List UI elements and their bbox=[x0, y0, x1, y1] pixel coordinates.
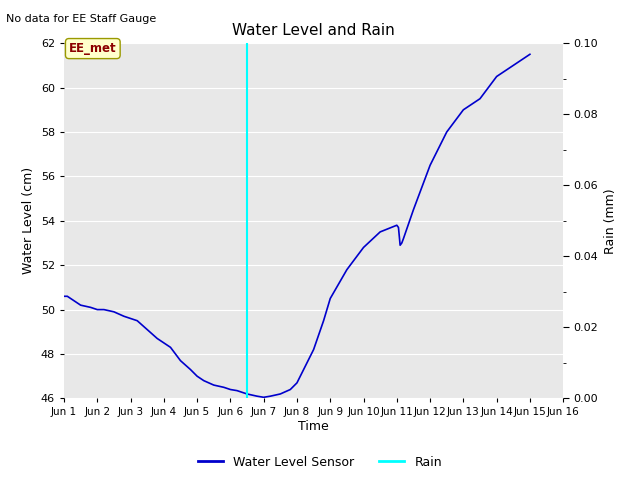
Title: Water Level and Rain: Water Level and Rain bbox=[232, 23, 395, 38]
Text: EE_met: EE_met bbox=[69, 42, 116, 55]
Y-axis label: Rain (mm): Rain (mm) bbox=[604, 188, 617, 253]
X-axis label: Time: Time bbox=[298, 420, 329, 433]
Y-axis label: Water Level (cm): Water Level (cm) bbox=[22, 167, 35, 275]
Text: No data for EE Staff Gauge: No data for EE Staff Gauge bbox=[6, 14, 157, 24]
Legend: Water Level Sensor, Rain: Water Level Sensor, Rain bbox=[193, 451, 447, 474]
